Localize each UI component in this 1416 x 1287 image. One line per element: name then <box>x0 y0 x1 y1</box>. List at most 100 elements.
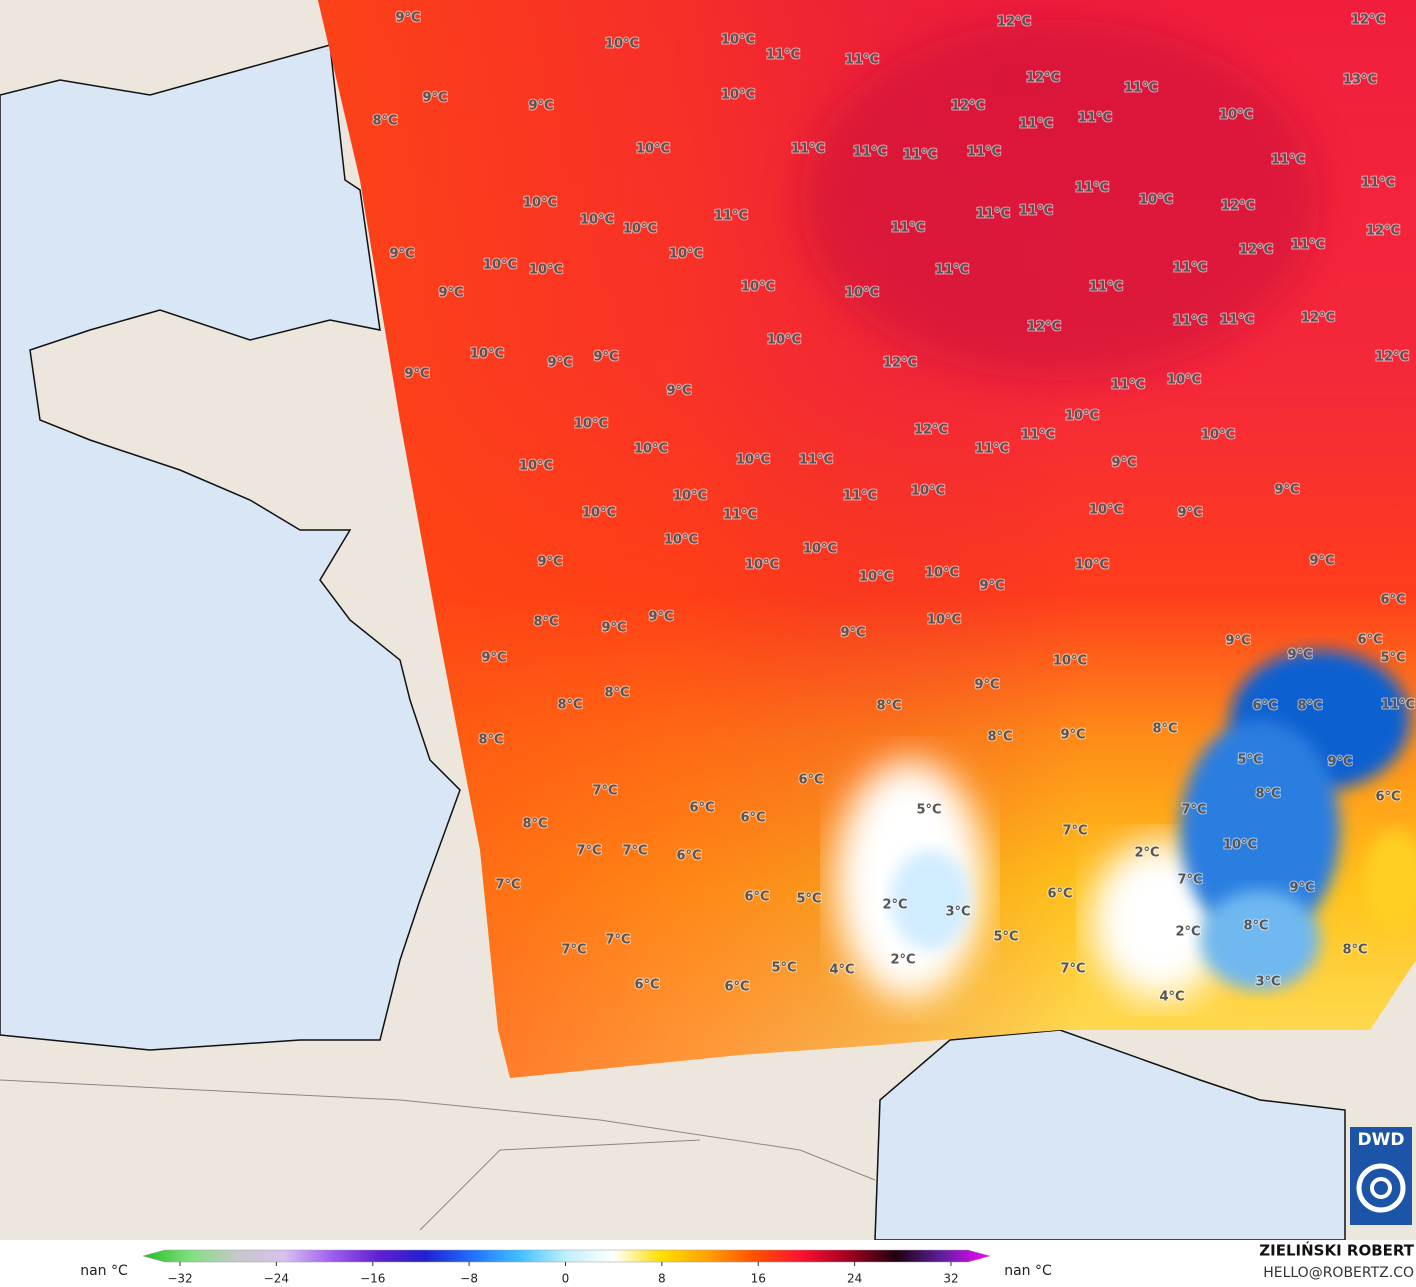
temperature-label: 11°C <box>1075 181 1109 196</box>
temperature-label: 5°C <box>1237 753 1262 768</box>
temperature-label: 9°C <box>1177 506 1202 521</box>
temperature-label: 10°C <box>767 333 801 348</box>
temperature-label: 12°C <box>883 356 917 371</box>
temperature-label: 9°C <box>404 367 429 382</box>
temperature-label: 8°C <box>1342 943 1367 958</box>
temperature-label: 5°C <box>771 961 796 976</box>
temperature-label: 2°C <box>882 898 907 913</box>
colorbar-right-label: nan °C <box>1004 1263 1052 1279</box>
temperature-label: 11°C <box>1271 153 1305 168</box>
temperature-label: 10°C <box>580 213 614 228</box>
footer <box>0 1240 1416 1287</box>
temperature-label: 5°C <box>993 930 1018 945</box>
temperature-label: 9°C <box>974 678 999 693</box>
temperature-label: 3°C <box>945 905 970 920</box>
temperature-label: 11°C <box>903 148 937 163</box>
temperature-label: 9°C <box>1327 755 1352 770</box>
temperature-label: 11°C <box>843 489 877 504</box>
temperature-label: 10°C <box>605 37 639 52</box>
colorbar-tick-label: 16 <box>751 1272 766 1286</box>
temperature-label: 10°C <box>574 417 608 432</box>
temperature-label: 11°C <box>845 53 879 68</box>
temperature-label: 9°C <box>1111 456 1136 471</box>
temperature-label: 11°C <box>1381 698 1415 713</box>
temperature-label: 6°C <box>1357 633 1382 648</box>
temperature-label: 7°C <box>561 943 586 958</box>
temperature-label: 7°C <box>622 844 647 859</box>
temperature-label: 9°C <box>648 610 673 625</box>
colorbar-tick-label: −8 <box>460 1272 478 1286</box>
temperature-label: 10°C <box>1053 654 1087 669</box>
temperature-label: 10°C <box>1089 503 1123 518</box>
temperature-label: 6°C <box>1047 887 1072 902</box>
colorbar: −32 −24 −16 −8 0 8 16 24 32 <box>142 1249 991 1286</box>
temperature-label: 11°C <box>1021 428 1055 443</box>
temperature-label: 8°C <box>478 733 503 748</box>
temperature-label: 9°C <box>593 350 618 365</box>
colorbar-left-label: nan °C <box>80 1263 128 1279</box>
temperature-label: 9°C <box>1309 554 1334 569</box>
temperature-label: 6°C <box>740 811 765 826</box>
atlantic-sea <box>0 44 461 1051</box>
temperature-label: 11°C <box>766 48 800 63</box>
temperature-label: 10°C <box>669 247 703 262</box>
temperature-label: 10°C <box>1139 193 1173 208</box>
temperature-label: 7°C <box>605 933 630 948</box>
temperature-label: 10°C <box>634 442 668 457</box>
temperature-label: 10°C <box>673 489 707 504</box>
temperature-label: 10°C <box>911 484 945 499</box>
temperature-label: 10°C <box>519 459 553 474</box>
temperature-label: 10°C <box>636 142 670 157</box>
temperature-label: 11°C <box>1173 261 1207 276</box>
temperature-label: 12°C <box>1239 243 1273 258</box>
temperature-label: 8°C <box>557 698 582 713</box>
temperature-label: 4°C <box>1159 990 1184 1005</box>
temperature-label: 6°C <box>1252 699 1277 714</box>
borders <box>0 1079 876 1231</box>
temperature-label: 11°C <box>853 145 887 160</box>
temperature-label: 8°C <box>533 615 558 630</box>
temperature-label: 10°C <box>483 258 517 273</box>
temperature-label: 11°C <box>714 209 748 224</box>
temperature-label: 2°C <box>1134 846 1159 861</box>
temperature-label: 11°C <box>1111 378 1145 393</box>
temperature-label: 12°C <box>914 423 948 438</box>
temperature-label: 11°C <box>723 508 757 523</box>
temperature-label: 9°C <box>601 621 626 636</box>
temperature-label: 10°C <box>523 196 557 211</box>
temperature-label: 5°C <box>796 892 821 907</box>
temperature-label: 12°C <box>1366 224 1400 239</box>
temperature-label: 11°C <box>1220 313 1254 328</box>
temperature-label: 11°C <box>1019 204 1053 219</box>
temperature-label: 6°C <box>724 980 749 995</box>
contact: HELLO@ROBERTZ.CO <box>1263 1265 1414 1281</box>
logo-swirl <box>1356 1163 1406 1213</box>
temperature-label: 4°C <box>829 963 854 978</box>
temperature-label: 11°C <box>967 145 1001 160</box>
temperature-label: 9°C <box>979 579 1004 594</box>
colorbar-tick-label: −16 <box>360 1272 385 1286</box>
temperature-label: 10°C <box>1219 108 1253 123</box>
temperature-label: 10°C <box>1223 838 1257 853</box>
temperature-label: 12°C <box>951 99 985 114</box>
temperature-label: 10°C <box>925 566 959 581</box>
temperature-label: 7°C <box>495 878 520 893</box>
temperature-label: 8°C <box>987 730 1012 745</box>
temperature-label: 7°C <box>1062 824 1087 839</box>
colorbar-tick-label: 24 <box>847 1272 862 1286</box>
temperature-label: 6°C <box>676 849 701 864</box>
temperature-label: 10°C <box>529 263 563 278</box>
temperature-label: 11°C <box>1124 81 1158 96</box>
temperature-field <box>318 0 1416 1078</box>
temperature-label: 6°C <box>689 801 714 816</box>
temperature-label: 8°C <box>1152 722 1177 737</box>
colorbar-tick-label: −32 <box>167 1272 192 1286</box>
temperature-label: 5°C <box>1380 651 1405 666</box>
temperature-label: 10°C <box>845 286 879 301</box>
temperature-label: 9°C <box>438 286 463 301</box>
temperature-label: 10°C <box>1075 558 1109 573</box>
temperature-label: 8°C <box>522 817 547 832</box>
temperature-label: 8°C <box>372 114 397 129</box>
temperature-label: 9°C <box>1289 881 1314 896</box>
